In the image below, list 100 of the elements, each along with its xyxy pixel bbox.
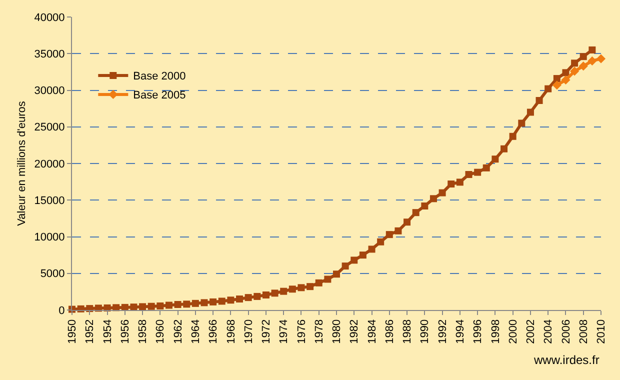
point bbox=[377, 238, 384, 246]
x-tick-label: 1980 bbox=[331, 319, 344, 344]
y-axis-title: Valeur en millions d'euros bbox=[16, 100, 28, 226]
point bbox=[500, 145, 508, 152]
text: www.irdes.fr bbox=[533, 353, 600, 367]
point bbox=[333, 270, 340, 278]
point bbox=[571, 60, 578, 67]
point bbox=[227, 296, 234, 304]
point bbox=[210, 298, 217, 306]
point bbox=[421, 202, 428, 210]
point bbox=[254, 292, 261, 300]
point bbox=[236, 296, 244, 303]
x-tick-label: 2008 bbox=[578, 319, 590, 344]
point bbox=[430, 195, 437, 202]
x-tick-label: 1988 bbox=[402, 319, 414, 344]
point bbox=[262, 291, 270, 298]
point bbox=[588, 56, 597, 66]
point bbox=[130, 304, 138, 311]
point bbox=[280, 288, 288, 295]
point bbox=[359, 252, 366, 259]
x-tick-label: 2000 bbox=[507, 319, 520, 344]
point bbox=[456, 178, 464, 186]
point bbox=[580, 53, 587, 60]
point bbox=[518, 120, 526, 127]
x-tick-label: 1956 bbox=[119, 319, 132, 344]
point bbox=[342, 262, 349, 270]
point bbox=[306, 283, 314, 290]
point bbox=[544, 85, 552, 92]
point bbox=[482, 164, 490, 172]
point bbox=[139, 303, 146, 310]
point bbox=[192, 300, 199, 307]
y-tick-label: 0 bbox=[58, 304, 65, 317]
x-tick-label: 1954 bbox=[102, 319, 114, 344]
x-tick-label: 1962 bbox=[172, 319, 184, 344]
legend-label: Base 2000 bbox=[133, 70, 186, 83]
x-tick-label: 1992 bbox=[436, 319, 449, 344]
x-tick-label: 1998 bbox=[490, 319, 502, 344]
x-tick-label: 1958 bbox=[137, 319, 150, 344]
point bbox=[404, 218, 411, 226]
point bbox=[553, 75, 560, 82]
point bbox=[386, 231, 393, 238]
point bbox=[394, 227, 402, 234]
x-tick-label: 1974 bbox=[278, 319, 290, 344]
point bbox=[596, 54, 606, 64]
point bbox=[183, 300, 190, 308]
point bbox=[148, 302, 155, 310]
y-tick-label: 30000 bbox=[34, 85, 65, 98]
x-tick-label: 1970 bbox=[242, 319, 255, 344]
x-tick-label: 2010 bbox=[596, 319, 608, 344]
x-tick-label: 1960 bbox=[154, 319, 167, 344]
y-tick-label: 15000 bbox=[34, 194, 65, 207]
x-tick-label: 1978 bbox=[313, 319, 326, 344]
point bbox=[218, 298, 226, 305]
x-tick-label: 2002 bbox=[525, 319, 538, 344]
x-tick-label: 1950 bbox=[66, 319, 79, 344]
x-tick-label: 1972 bbox=[260, 319, 273, 344]
y-tick-label: 25000 bbox=[34, 122, 65, 134]
point bbox=[315, 279, 322, 286]
point bbox=[298, 284, 305, 292]
point bbox=[509, 132, 516, 140]
x-tick-label: 1976 bbox=[296, 319, 308, 344]
point bbox=[200, 299, 208, 306]
point bbox=[474, 168, 482, 176]
point bbox=[526, 108, 534, 116]
point bbox=[156, 302, 164, 310]
point bbox=[174, 301, 182, 308]
x-tick-label: 2004 bbox=[542, 319, 555, 344]
point bbox=[552, 80, 562, 90]
point bbox=[536, 97, 543, 104]
point bbox=[244, 294, 252, 302]
y-tick-label: 10000 bbox=[34, 232, 65, 244]
point bbox=[561, 75, 570, 85]
x-tick-label: 1986 bbox=[384, 319, 396, 344]
point bbox=[165, 302, 172, 309]
x-tick-label: 1990 bbox=[419, 319, 432, 344]
x-tick-label: 1968 bbox=[225, 319, 238, 344]
point bbox=[562, 69, 570, 76]
point bbox=[570, 66, 580, 76]
x-tick-label: 1952 bbox=[84, 319, 96, 344]
point bbox=[438, 189, 446, 196]
y-tick-label: 35000 bbox=[34, 48, 65, 60]
x-tick-label: 1996 bbox=[472, 319, 484, 344]
point bbox=[324, 276, 332, 283]
point bbox=[368, 246, 376, 253]
point bbox=[271, 290, 278, 297]
point bbox=[288, 286, 296, 293]
y-tick-label: 5000 bbox=[40, 268, 65, 280]
y-tick-label: 20000 bbox=[34, 158, 65, 170]
x-tick-label: 1966 bbox=[208, 319, 220, 344]
point bbox=[448, 180, 455, 188]
point bbox=[350, 256, 358, 264]
point bbox=[412, 209, 420, 216]
point bbox=[465, 170, 472, 178]
point bbox=[492, 156, 499, 163]
x-tick-label: 1994 bbox=[454, 319, 467, 344]
y-tick-label: 40000 bbox=[34, 12, 65, 24]
point bbox=[578, 62, 588, 71]
x-tick-label: 1964 bbox=[190, 319, 202, 344]
point bbox=[588, 46, 596, 54]
x-tick-label: 2006 bbox=[560, 319, 572, 344]
